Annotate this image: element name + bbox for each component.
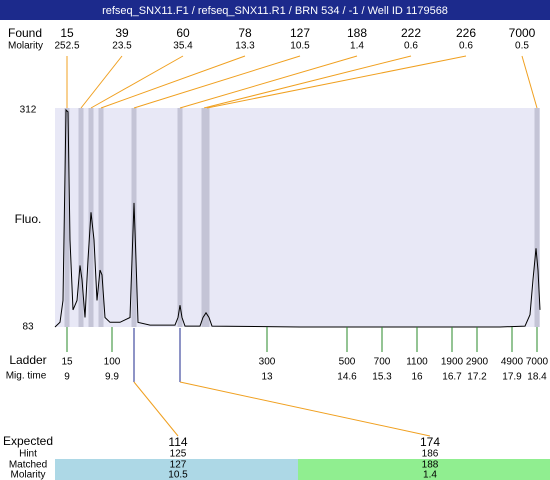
hint-size: 125 [170,449,187,460]
peak-molarity: 0.6 [404,41,418,52]
molarity-label: Molarity [8,41,43,52]
peak-link [90,55,184,109]
peak-molarity: 0.5 [515,41,529,52]
y-label: Fluo. [15,212,42,226]
peak-size: 15 [60,26,74,40]
peak-link [100,55,246,109]
y-tick-label: 312 [20,105,37,116]
ladder-time: 14.6 [337,372,357,383]
ladder-time: 9.9 [105,372,119,383]
peak-molarity: 0.6 [459,41,473,52]
peak-size: 222 [401,26,421,40]
peak-molarity: 1.4 [350,41,364,52]
peak-link [206,55,467,109]
ladder-size: 700 [374,357,391,368]
ladder-time: 15.3 [372,372,392,383]
peak-link [133,55,301,109]
ladder-time: 9 [64,372,70,383]
ladder-time: 17.2 [467,372,487,383]
matched-size: 188 [422,460,439,471]
matched-box [55,459,298,480]
expected-size: 114 [168,435,187,449]
ladder-size: 500 [339,357,356,368]
ladder-size: 4900 [501,357,524,368]
matched-molarity: 10.5 [168,470,188,480]
hint-label: Hint [19,449,37,460]
title: refseq_SNX11.F1 / refseq_SNX11.R1 / BRN … [102,5,448,17]
peak-band [177,108,183,327]
time-label: Mig. time [6,371,47,382]
peak-size: 60 [176,26,190,40]
ladder-size: 15 [61,357,73,368]
matched-label: Matched [9,460,47,471]
ladder-time: 17.9 [502,372,522,383]
ladder-label: Ladder [9,353,46,367]
plot-area [55,108,540,327]
matched-size: 127 [170,460,187,471]
peak-size: 127 [290,26,310,40]
matched-molarity: 1.4 [423,470,437,480]
peak-link [203,55,412,109]
ladder-time: 18.4 [527,372,547,383]
peak-link [521,55,538,109]
expected-label: Expected [3,434,53,448]
peak-band [78,108,84,327]
peak-molarity: 252.5 [54,41,79,52]
peak-size: 39 [115,26,129,40]
trace [54,108,541,328]
peak-band [131,108,137,327]
peak-size: 7000 [509,26,536,40]
peak-molarity: 35.4 [173,41,193,52]
y-tick-label: 83 [22,322,34,333]
ladder-time: 16.7 [442,372,462,383]
peak-molarity: 23.5 [112,41,132,52]
ladder-size: 100 [104,357,121,368]
peak-band [98,108,104,327]
found-label: Found [8,26,42,40]
peak-band [534,108,540,327]
ladder-size: 2900 [466,357,489,368]
ladder-size: 300 [259,357,276,368]
peak-size: 226 [456,26,476,40]
ladder-time: 13 [261,372,273,383]
peak-band [204,108,210,327]
molarity-label: Molarity [10,470,45,480]
expected-size: 174 [420,435,440,449]
peak-link [80,55,123,109]
ladder-size: 1100 [406,357,428,368]
ladder-time: 16 [411,372,423,383]
ladder-size: 7000 [526,357,549,368]
title-bar [0,0,550,20]
peak-band [64,108,70,327]
match-link [179,381,431,437]
matched-box [298,459,550,480]
peak-link [179,55,358,109]
ladder-size: 1900 [441,357,464,368]
peak-size: 78 [238,26,252,40]
peak-molarity: 10.5 [290,41,310,52]
hint-size: 186 [422,449,439,460]
peak-band [201,108,207,327]
peak-molarity: 13.3 [235,41,255,52]
match-link [133,381,179,437]
peak-size: 188 [347,26,367,40]
